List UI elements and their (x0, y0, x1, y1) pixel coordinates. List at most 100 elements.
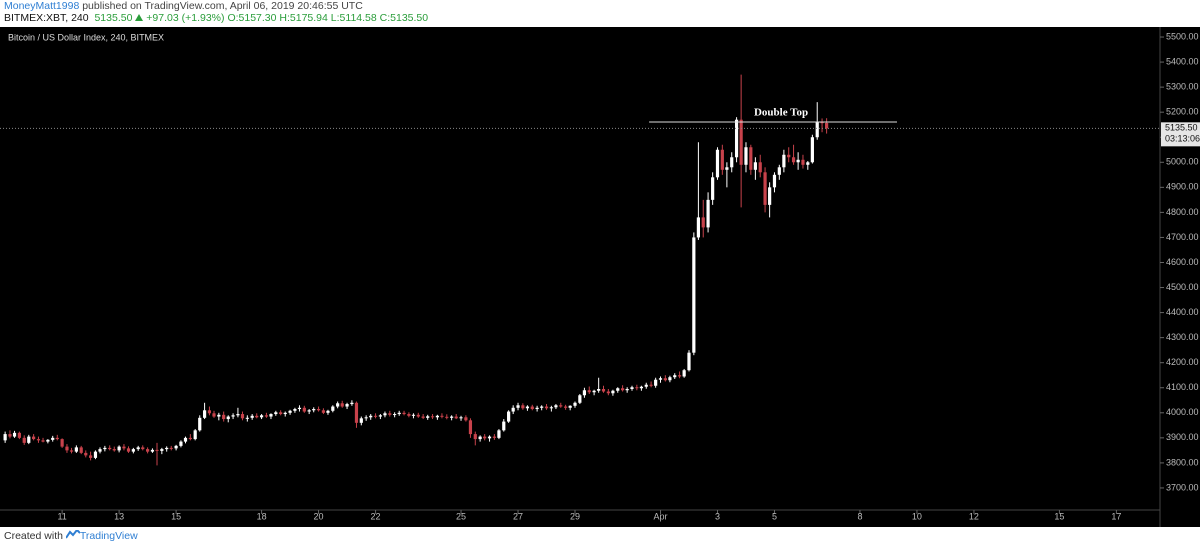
candle-body (658, 378, 663, 380)
candle-body (41, 440, 45, 442)
candle-body (587, 390, 591, 393)
candle-body (445, 416, 449, 418)
author[interactable]: MoneyMatt1998 (4, 0, 80, 12)
candle-body (601, 388, 606, 392)
candle-body (668, 377, 672, 381)
candle-body (796, 159, 800, 163)
candle-body (459, 417, 463, 419)
candle-body (639, 386, 644, 389)
candle-body (136, 447, 140, 450)
candle-body (654, 379, 658, 386)
candle-body (530, 406, 534, 410)
up-arrow (135, 14, 144, 21)
x-tick-label: 27 (513, 511, 523, 521)
candle-body (696, 217, 700, 238)
candle-body (768, 187, 772, 205)
x-tick-label: 25 (456, 511, 466, 521)
candle-body (497, 430, 501, 438)
candle-body (283, 412, 287, 415)
candle-body (160, 449, 164, 451)
candle-body (212, 413, 216, 417)
candle-body (535, 407, 539, 410)
candle-body (245, 417, 249, 419)
close: C:5135.50 (379, 12, 429, 24)
candle-body (79, 447, 83, 453)
candle-body (559, 405, 563, 407)
x-tick-label: 12 (969, 511, 979, 521)
candle-body (582, 390, 587, 396)
candle-body (715, 149, 720, 178)
candle-body (454, 416, 458, 419)
candle-body (3, 434, 7, 441)
logo (65, 528, 81, 539)
open: O:5157.30 (227, 12, 277, 24)
candle-body (720, 149, 724, 170)
candle-body (288, 410, 292, 413)
candle-body (98, 449, 102, 452)
candle-body (193, 430, 197, 440)
candle-body (649, 384, 653, 386)
candle-body (630, 387, 634, 389)
x-tick-label: 5 (772, 511, 777, 521)
candle-body (336, 403, 340, 407)
symbol: BITMEX:XBT, 240 (4, 12, 89, 24)
candle-body (478, 436, 482, 440)
candle-body (321, 410, 326, 413)
x-tick-label: 13 (114, 511, 124, 521)
symbol-line: BITMEX:XBT, 240 5135.50 +97.03 (+1.93%) … (4, 12, 1200, 24)
y-tick-label: 5300.00 (1166, 81, 1199, 91)
x-tick-label: 15 (1054, 511, 1064, 521)
footer: Created with TradingView (0, 527, 1200, 546)
candle-body (141, 447, 145, 450)
candle-body (22, 437, 26, 443)
candle-body (473, 434, 477, 440)
candle-body (17, 432, 21, 438)
candle-body (231, 415, 235, 417)
candle-body (27, 436, 31, 443)
candle-body (525, 406, 530, 409)
brand[interactable]: TradingView (79, 530, 138, 542)
candle-body (202, 410, 207, 418)
candle-body (635, 387, 639, 389)
y-tick-label: 4900.00 (1166, 182, 1199, 192)
candle-body (255, 415, 259, 418)
candle-body (89, 455, 93, 458)
candle-body (93, 451, 98, 458)
candle-body (464, 417, 468, 421)
created: Created with (4, 530, 63, 542)
candle-body (611, 390, 615, 394)
candle-body (692, 237, 696, 353)
candle-body (264, 415, 269, 417)
x-tick-label: 29 (570, 511, 580, 521)
candle-body (302, 407, 306, 412)
candle-body (521, 405, 525, 409)
candle-body (359, 418, 363, 423)
candle-body (340, 403, 344, 407)
candle-body (307, 410, 311, 412)
candle-body (416, 414, 420, 417)
x-tick-label: 22 (371, 511, 381, 521)
candle-body (730, 157, 734, 168)
candle-body (725, 167, 729, 170)
candle-body (592, 390, 596, 393)
y-tick-label: 4000.00 (1166, 407, 1199, 417)
candle-body (544, 406, 549, 409)
y-tick-label: 4300.00 (1166, 332, 1199, 342)
candle-body (84, 452, 88, 456)
candle-body (74, 447, 78, 452)
candle-body (279, 412, 283, 415)
candle-body (711, 177, 715, 200)
candle-body (146, 449, 150, 452)
annotation-text: Double Top (754, 106, 808, 118)
candle-body (763, 172, 767, 205)
published: published on TradingView.com, April 06, … (82, 0, 363, 12)
candle-body (411, 414, 416, 416)
candle-body (426, 416, 430, 418)
candle-body (606, 391, 610, 394)
candle-body (421, 416, 425, 418)
y-tick-label: 5500.00 (1166, 31, 1199, 41)
candle-body (60, 439, 64, 447)
candle-body (435, 415, 439, 418)
candle-body (165, 447, 169, 450)
